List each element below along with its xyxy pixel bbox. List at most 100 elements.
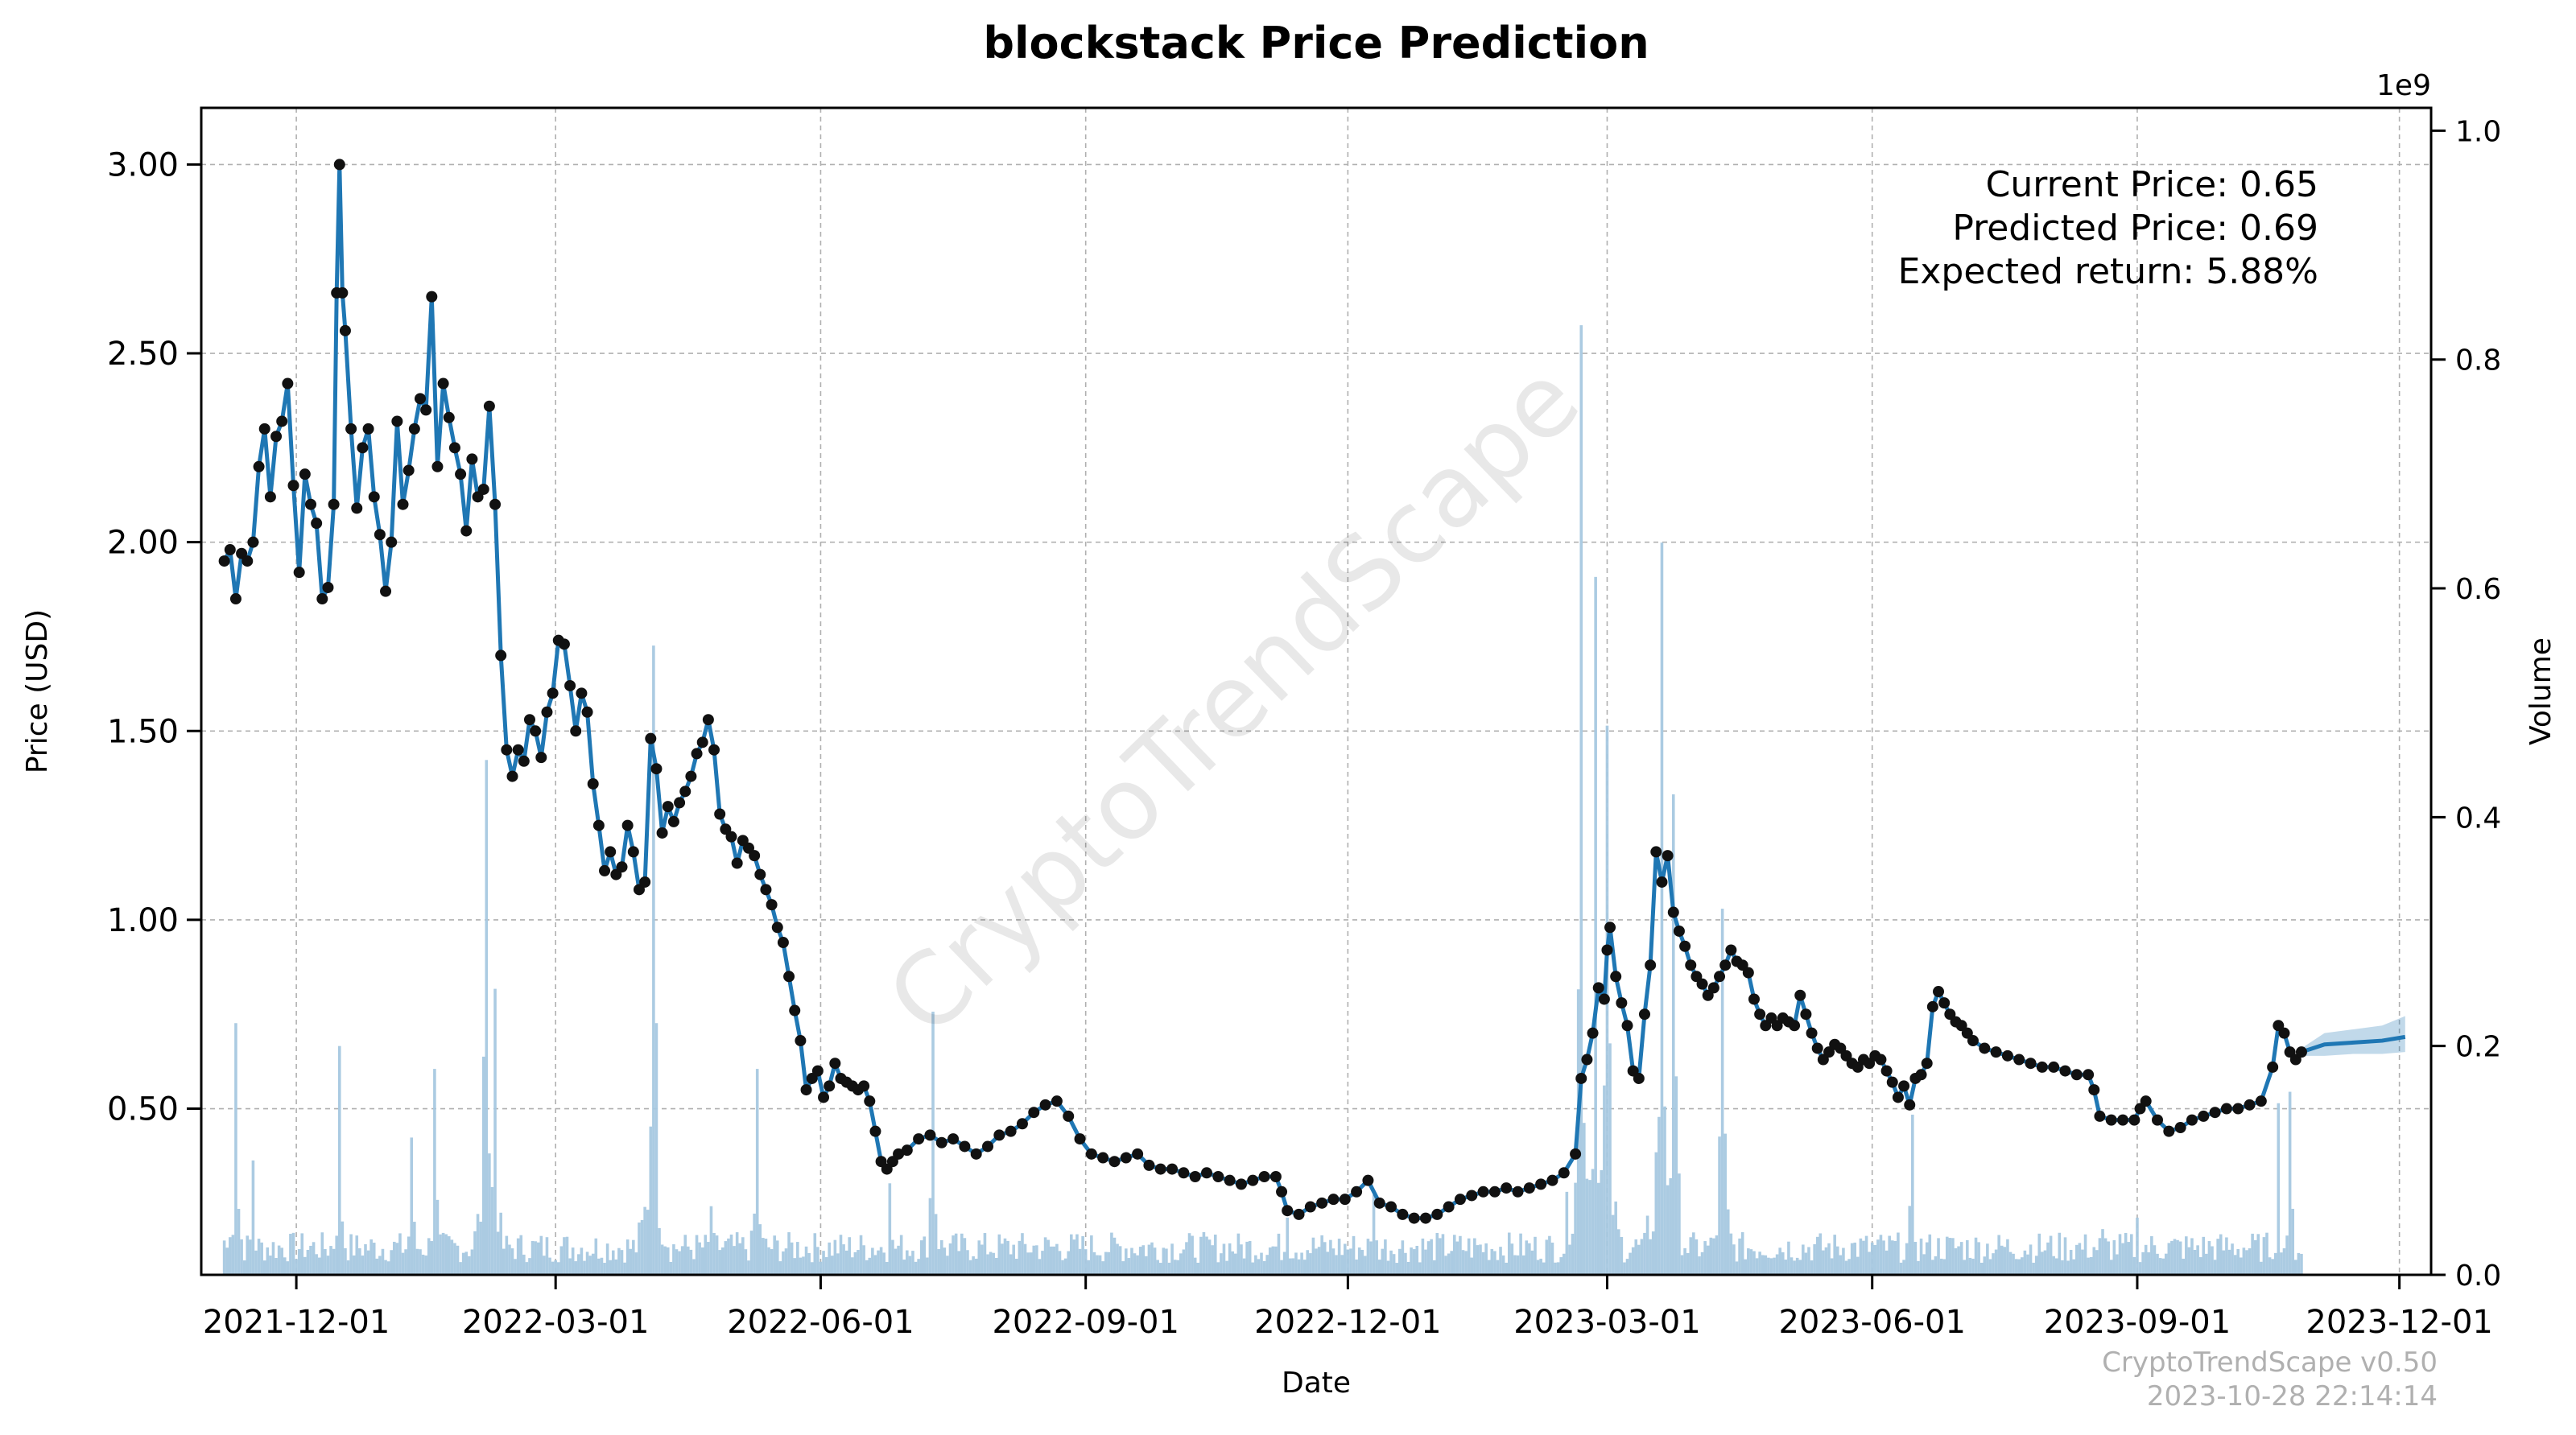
volume-bar — [2098, 1238, 2102, 1275]
volume-bar — [2052, 1256, 2055, 1275]
volume-bar — [853, 1252, 857, 1275]
volume-bar — [1439, 1238, 1442, 1275]
price-point — [1592, 982, 1604, 994]
volume-bar — [1268, 1247, 1272, 1275]
volume-bar — [844, 1250, 848, 1275]
volume-bar — [577, 1254, 580, 1275]
volume-bar — [1340, 1255, 1344, 1275]
volume-bar — [2017, 1259, 2021, 1275]
volume-bar — [1081, 1235, 1084, 1275]
volume-bar — [1784, 1260, 1788, 1275]
volume-bar — [638, 1223, 641, 1275]
volume-bar — [2008, 1252, 2013, 1275]
volume-bar — [1905, 1243, 1909, 1275]
volume-bar — [1461, 1250, 1465, 1275]
price-point — [667, 815, 679, 827]
volume-bar — [1948, 1238, 1952, 1275]
volume-bar — [1850, 1243, 1854, 1275]
volume-bar — [1193, 1257, 1197, 1275]
volume-bar — [1018, 1240, 1022, 1275]
volume-bar — [1554, 1262, 1557, 1275]
volume-bar — [928, 1198, 932, 1275]
price-point — [650, 763, 663, 775]
y2-tick-label: 0.2 — [2455, 1031, 2501, 1064]
price-point — [2088, 1084, 2100, 1096]
volume-bar — [1421, 1238, 1425, 1275]
volume-bar — [2233, 1255, 2237, 1275]
volume-bar — [888, 1183, 892, 1275]
price-point — [1892, 1091, 1904, 1103]
price-point — [1990, 1046, 2002, 1058]
volume-bar — [1021, 1233, 1024, 1275]
volume-bar — [1211, 1245, 1214, 1275]
volume-bar — [1216, 1262, 1220, 1275]
volume-bar — [1231, 1251, 1235, 1275]
volume-bar — [1735, 1261, 1739, 1275]
volume-bar — [1309, 1253, 1312, 1275]
volume-bar — [865, 1260, 869, 1275]
price-point — [1886, 1076, 1898, 1088]
volume-bar — [948, 1243, 952, 1275]
price-point — [959, 1140, 971, 1153]
volume-bar — [1191, 1235, 1194, 1275]
volume-bar — [1835, 1246, 1839, 1275]
volume-bar — [1063, 1258, 1067, 1275]
price-point — [339, 324, 351, 336]
volume-bar — [2141, 1252, 2145, 1275]
volume-bar — [997, 1234, 1001, 1275]
volume-bar — [839, 1235, 843, 1275]
price-point — [1108, 1156, 1121, 1168]
price-point — [247, 536, 259, 548]
volume-bar — [2006, 1239, 2009, 1275]
price-point — [599, 864, 611, 876]
price-point — [414, 393, 426, 405]
volume-bar — [1795, 1257, 1799, 1275]
volume-bar — [1366, 1239, 1370, 1275]
volume-bar — [516, 1238, 520, 1275]
volume-bar — [1015, 1259, 1018, 1275]
volume-bar — [799, 1257, 803, 1275]
volume-bar — [407, 1236, 411, 1275]
price-point — [1926, 1000, 1938, 1012]
volume-bar — [332, 1248, 336, 1275]
volume-bar — [2248, 1248, 2252, 1275]
volume-bar — [2003, 1247, 2007, 1275]
volume-bar — [1764, 1255, 1768, 1275]
volume-bar — [1455, 1241, 1459, 1275]
volume-bar — [830, 1256, 834, 1275]
volume-bar — [1432, 1260, 1436, 1275]
volume-bar — [1424, 1249, 1427, 1275]
price-point — [316, 593, 328, 605]
volume-bar — [1815, 1236, 1819, 1275]
volume-bar — [899, 1235, 903, 1275]
volume-bar — [902, 1260, 906, 1275]
volume-bar — [1055, 1243, 1059, 1275]
price-point — [328, 498, 340, 510]
volume-bar — [966, 1250, 969, 1275]
price-point — [685, 770, 697, 782]
volume-bar — [994, 1257, 998, 1275]
volume-bar — [1957, 1246, 1960, 1275]
price-point — [749, 850, 761, 862]
price-point — [818, 1091, 830, 1103]
y-tick-label: 2.00 — [107, 525, 179, 562]
volume-bar — [2176, 1239, 2179, 1275]
volume-bar — [2124, 1232, 2128, 1275]
volume-bar — [2225, 1237, 2228, 1275]
volume-bar — [1023, 1243, 1027, 1275]
volume-bar — [617, 1247, 621, 1275]
volume-bar — [275, 1258, 278, 1275]
volume-bar — [755, 1069, 759, 1275]
volume-bar — [464, 1252, 469, 1275]
y-tick-label: 2.50 — [107, 336, 179, 373]
volume-bar — [1568, 1244, 1571, 1275]
volume-bar — [919, 1240, 923, 1275]
volume-bar — [2198, 1257, 2202, 1275]
volume-bar — [1695, 1239, 1699, 1275]
volume-bar — [1450, 1251, 1453, 1275]
volume-bar — [1528, 1243, 1531, 1275]
price-point — [420, 404, 432, 416]
volume-bar — [1671, 794, 1675, 1275]
volume-bar — [1616, 1229, 1620, 1275]
y-tick-label: 3.00 — [107, 146, 179, 183]
